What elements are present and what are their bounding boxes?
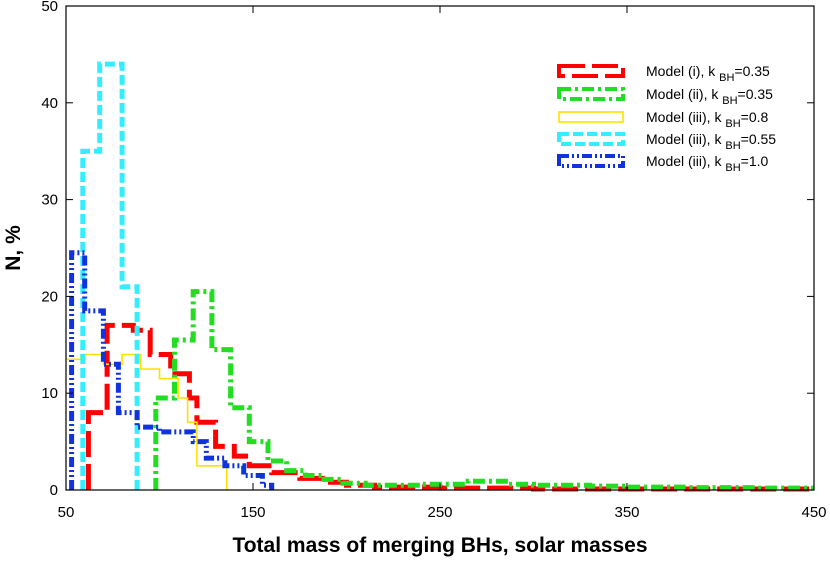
- y-tick-label: 20: [41, 288, 58, 305]
- x-tick-label: 150: [240, 504, 265, 521]
- y-tick-label: 10: [41, 385, 58, 402]
- series-line-2: [153, 289, 814, 491]
- series-layer: [66, 61, 814, 492]
- x-tick-label: 250: [427, 504, 452, 521]
- legend-swatch-3: [558, 111, 624, 123]
- series-line-4: [80, 61, 140, 490]
- legend-label-5: Model (iii), k BH=1.0: [646, 153, 768, 174]
- y-tick-label: 40: [41, 95, 58, 112]
- legend-swatch-5: [557, 154, 625, 168]
- y-axis-title: N, %: [2, 225, 25, 271]
- ticks-layer: 50 150 250 350 450 0 10 20 30 40 50: [41, 0, 826, 521]
- legend-swatch-1: [557, 64, 625, 78]
- x-axis-title: Total mass of merging BHs, solar masses: [232, 534, 647, 557]
- legend-label-1: Model (i), k BH=0.35: [646, 63, 770, 84]
- legend-swatch-2: [557, 87, 625, 101]
- x-tick-label: 450: [801, 504, 826, 521]
- y-tick-label: 0: [50, 482, 58, 499]
- series-line-5: [69, 250, 275, 490]
- series-line-1: [85, 322, 814, 492]
- x-tick-label: 350: [614, 504, 639, 521]
- legend-swatch-4: [557, 132, 625, 146]
- x-tick-label: 50: [58, 504, 75, 521]
- legend-label-4: Model (iii), k BH=0.55: [646, 131, 776, 152]
- legend-label-3: Model (iii), k BH=0.8: [646, 109, 768, 130]
- legend-label-2: Model (ii), k BH=0.35: [646, 86, 773, 107]
- y-tick-label: 30: [41, 192, 58, 209]
- y-tick-label: 50: [41, 0, 58, 15]
